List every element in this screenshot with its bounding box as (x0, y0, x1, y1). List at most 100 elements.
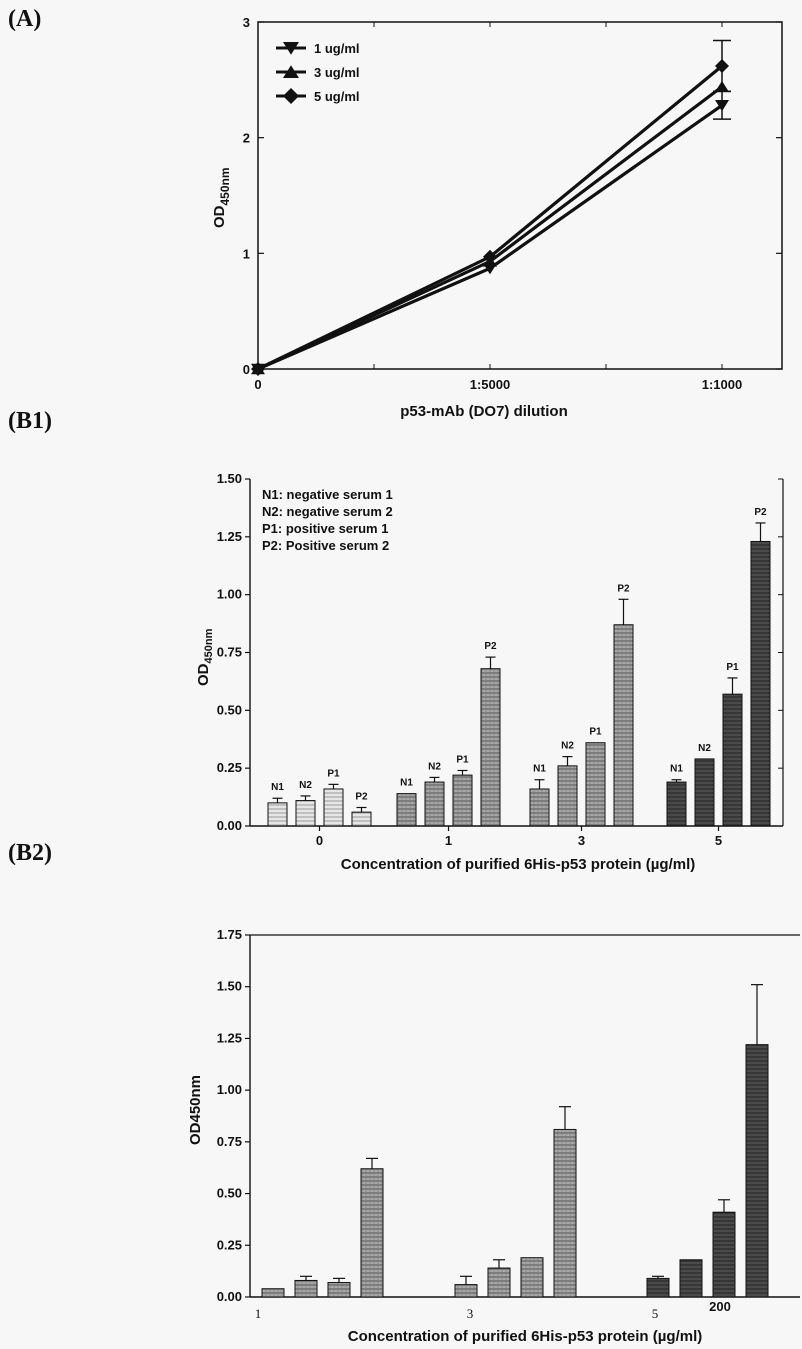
x-tick-label: 1 (255, 1306, 262, 1321)
bar (613, 624, 634, 827)
y-axis-title: OD450nm (211, 167, 232, 228)
bar (294, 1279, 318, 1298)
bar (323, 788, 344, 827)
bar-label: N1 (271, 782, 284, 793)
legend-label: 1 ug/ml (314, 41, 360, 56)
legend-marker (283, 65, 299, 78)
x-tick-label: 1:1000 (702, 377, 742, 392)
bar (267, 802, 288, 827)
bar (424, 781, 445, 827)
bar (487, 1267, 511, 1298)
x-tick-label: 5 (715, 833, 722, 848)
y-tick-label: 1.25 (217, 529, 242, 544)
y-axis-title: OD450nm (187, 1075, 204, 1145)
y-axis-title: OD450nm (195, 628, 215, 686)
bar-label: N2 (561, 741, 574, 752)
bar-label: P1 (327, 768, 340, 779)
y-tick-label: 1 (243, 246, 250, 261)
data-point (715, 100, 729, 112)
legend-entry: P2: Positive serum 2 (262, 538, 389, 553)
bar (553, 1128, 577, 1298)
bar (360, 1168, 384, 1298)
legend-marker (283, 88, 299, 104)
y-tick-label: 1.50 (217, 471, 242, 486)
bar-label: P1 (589, 727, 602, 738)
bar-chart-b2: 0.00 0.25 0.50 0.75 1.00 1.25 1.50 1.75 1 3 5 200 Co… (187, 927, 800, 1345)
legend-marker (283, 42, 299, 55)
y-tick-label: 0.00 (217, 818, 242, 833)
bar-label: P2 (754, 507, 767, 518)
legend-label: 5 ug/ml (314, 89, 360, 104)
y-tick-label: 1.25 (217, 1030, 242, 1045)
bar (712, 1211, 736, 1298)
bar-label: P1 (726, 662, 739, 673)
bar (557, 765, 578, 827)
bar (480, 668, 501, 827)
bar (452, 774, 473, 827)
panel-label-b2: (B2) (8, 840, 52, 866)
x-tick-label: 1:5000 (470, 377, 510, 392)
data-point (715, 58, 729, 73)
bar (520, 1257, 544, 1298)
data-point (483, 249, 497, 264)
series-line (257, 85, 723, 371)
bar-label: P2 (355, 791, 368, 802)
y-tick-label: 3 (243, 15, 250, 30)
y-tick-label: 0.50 (217, 1186, 242, 1201)
legend-entry: N1: negative serum 1 (262, 487, 393, 502)
x-axis-title: p53-mAb (DO7) dilution (400, 403, 568, 420)
bar-label: N2 (299, 780, 312, 791)
bar (454, 1284, 478, 1298)
x-tick-label: 3 (578, 833, 585, 848)
bar (646, 1277, 670, 1298)
bar (679, 1259, 703, 1298)
bar (327, 1282, 351, 1298)
bar-label: N2 (698, 743, 711, 754)
y-tick-label: 0.25 (217, 1237, 242, 1252)
x-tick-label: 1 (445, 833, 452, 848)
y-tick-label: 0.25 (217, 760, 242, 775)
bar (694, 758, 715, 827)
bar-label: N1 (670, 764, 683, 775)
y-tick-label: 0.50 (217, 702, 242, 717)
x-tick-label: 0 (316, 833, 323, 848)
bar (666, 781, 687, 827)
x-tick-label: 200 (709, 1299, 731, 1314)
x-axis-title: Concentration of purified 6His-p53 prote… (348, 1328, 703, 1345)
y-tick-label: 1.50 (217, 979, 242, 994)
y-tick-label: 0.75 (217, 1134, 242, 1149)
y-tick-label: 0.75 (217, 645, 242, 660)
x-tick-label: 0 (254, 377, 261, 392)
y-tick-label: 1.75 (217, 927, 242, 942)
x-axis-title: Concentration of purified 6His-p53 prote… (341, 856, 696, 873)
bar (396, 793, 417, 827)
plot-frame (257, 21, 783, 370)
bar-chart-b1: 0.00 0.25 0.50 0.75 1.00 1.25 1.50 N1 N2 P1 P2 0 N1 N… (195, 471, 784, 873)
panel-label-a: (A) (8, 6, 42, 32)
line-chart-a: 0 1 2 3 0 1:5000 1:1000 p53-mAb (DO7) dilution O… (211, 15, 783, 420)
bar-label: N1 (533, 764, 546, 775)
panel-label-b1: (B1) (8, 408, 52, 434)
legend-entry: P1: positive serum 1 (262, 521, 388, 536)
bar (529, 788, 550, 827)
bar (261, 1288, 285, 1298)
legend-label: 3 ug/ml (314, 65, 360, 80)
bar-label: P1 (456, 754, 469, 765)
x-tick-label: 5 (652, 1306, 659, 1321)
series-line (257, 64, 724, 371)
y-tick-label: 1.00 (217, 1082, 242, 1097)
y-tick-label: 0.00 (217, 1289, 242, 1304)
bar (351, 811, 372, 827)
legend-entry: N2: negative serum 2 (262, 504, 393, 519)
bar-label: N1 (400, 778, 413, 789)
y-tick-label: 0 (243, 362, 250, 377)
data-point (251, 362, 265, 376)
x-tick-label: 3 (467, 1306, 474, 1321)
series-line (257, 103, 723, 371)
bar (745, 1044, 769, 1298)
bar (750, 540, 771, 827)
bar (585, 742, 606, 827)
bar (722, 693, 743, 827)
